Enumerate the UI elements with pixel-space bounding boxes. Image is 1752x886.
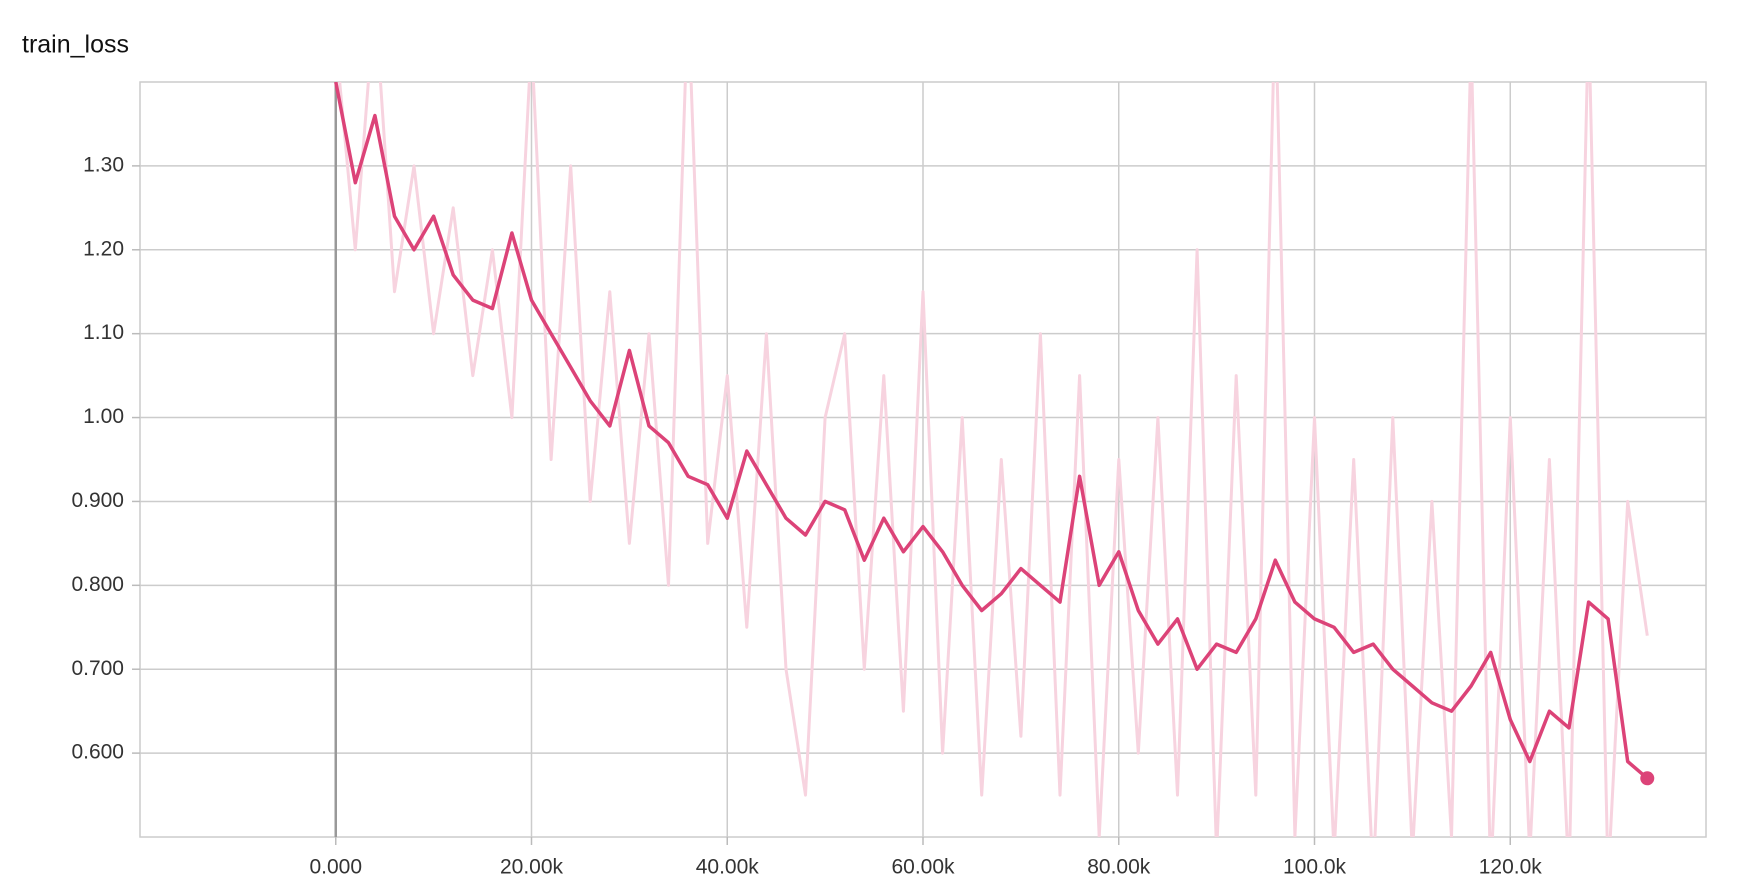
- y-tick-label: 1.10: [83, 321, 124, 344]
- y-tick-label: 1.00: [83, 405, 124, 428]
- smoothed-line: [334, 82, 1649, 780]
- y-tick-label: 0.600: [71, 741, 124, 764]
- y-tick-label: 1.20: [83, 237, 124, 260]
- y-tick-label: 1.30: [83, 153, 124, 176]
- y-tick-label: 0.900: [71, 489, 124, 512]
- y-tick-label: 0.700: [71, 657, 124, 680]
- x-tick-label: 60.00k: [891, 856, 955, 879]
- chart-title: train_loss: [22, 31, 129, 59]
- x-tick-label: 80.00k: [1087, 856, 1151, 879]
- last-point: [1640, 771, 1655, 786]
- y-tick-label: 0.800: [71, 573, 124, 596]
- x-tick-label: 40.00k: [696, 856, 760, 879]
- raw-line: [338, 82, 1649, 837]
- x-tick-label: 120.0k: [1479, 856, 1543, 879]
- x-tick-label: 0.000: [309, 856, 362, 879]
- grid: [132, 82, 1706, 845]
- x-tick-label: 100.0k: [1283, 856, 1347, 879]
- plot-area: [334, 82, 1649, 837]
- x-tick-label: 20.00k: [500, 856, 564, 879]
